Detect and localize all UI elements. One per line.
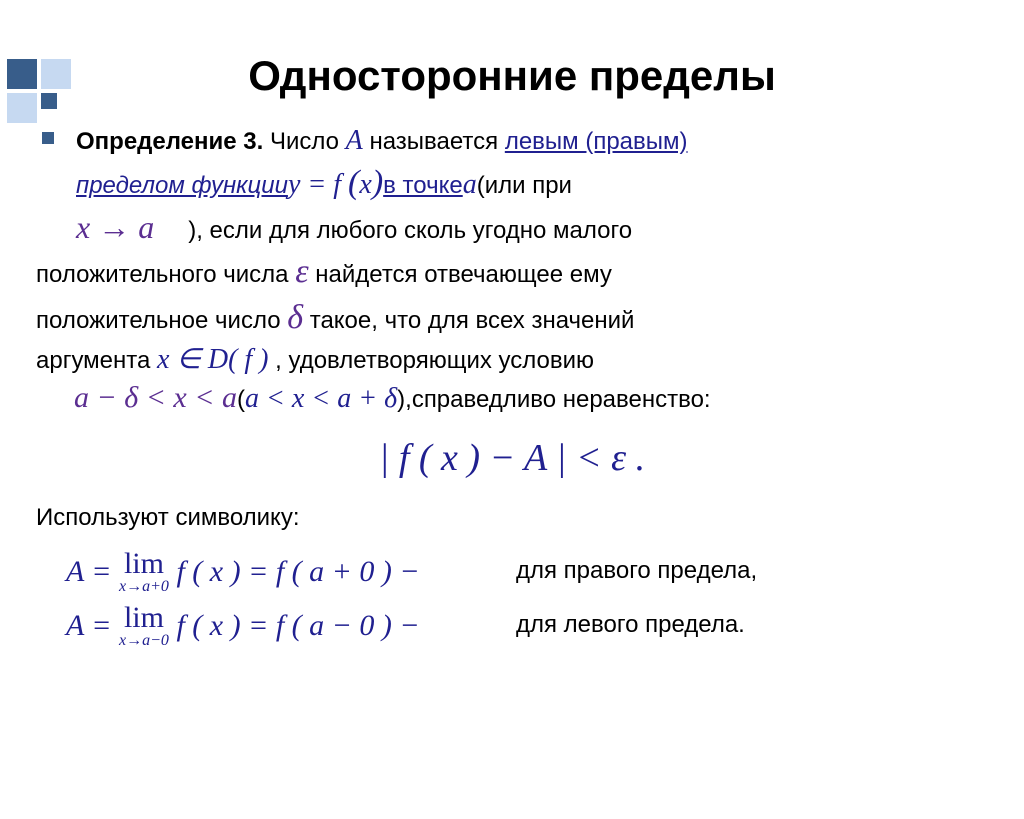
line6b: , удовлетворяющих условию — [269, 347, 595, 374]
def-line-3: x → a ), если для любого сколь угодно ма… — [36, 206, 988, 249]
limit-of-function-underline: пределом функции — [76, 170, 288, 202]
main-inequality: | f ( x ) − A | < ε . — [36, 433, 988, 484]
ineq-phrase: справедливо неравенство: — [412, 384, 711, 416]
def-line-2: пределом функции y = f (x) в точке a (ил… — [36, 160, 988, 206]
bullet-icon — [42, 132, 54, 144]
r-sub: x→a+0 — [119, 579, 169, 595]
interval-paren-l: ( — [237, 384, 245, 416]
def-line-4: положительного числа ε найдется отвечающ… — [36, 249, 988, 295]
l-Aeq: A = — [66, 609, 112, 642]
or-at-text: (или при — [477, 170, 572, 202]
right-limit-expr: A = lim x→a+0 f ( x ) = f ( a + 0 ) − — [66, 549, 486, 595]
def-line-7: a − δ < x < a ( a < x < a + δ),справедли… — [36, 378, 988, 419]
expr-yfx: y = f (x) — [288, 160, 383, 206]
def-line-1: Определение 3. Число A называется левым … — [36, 122, 988, 160]
left-limit-caption: для левого предела. — [486, 603, 745, 641]
r-Aeq: A = — [66, 555, 112, 588]
r-fx: f ( x ) = f ( a + 0 ) − — [176, 555, 419, 588]
l-fx: f ( x ) = f ( a − 0 ) − — [176, 609, 419, 642]
def-text-1: Число — [263, 128, 345, 155]
slide-title: Односторонние пределы — [36, 52, 988, 100]
interval-left: a − δ < x < a — [74, 378, 237, 419]
interval-paren-r: ), — [397, 384, 412, 416]
line5a: положительное число — [36, 307, 287, 334]
corner-block-1 — [6, 58, 38, 90]
line4a: положительного числа — [36, 261, 295, 288]
def-text-3: ), если для любого сколь угодно малого — [188, 215, 632, 247]
slide-content: Односторонние пределы Определение 3. Чис… — [0, 52, 1024, 649]
l-lim-stack: lim x→a−0 — [119, 603, 169, 649]
def-line-6: аргумента x ∈ D( f ) , удовлетворяющих у… — [36, 341, 988, 379]
yfx-lp: ( — [348, 164, 359, 201]
left-limit-expr: A = lim x→a−0 f ( x ) = f ( a − 0 ) − — [66, 603, 486, 649]
right-limit-row: A = lim x→a+0 f ( x ) = f ( a + 0 ) − дл… — [66, 549, 988, 595]
definition-paragraph: Определение 3. Число A называется левым … — [36, 122, 988, 419]
symbolics-intro: Используют символику: — [36, 502, 988, 534]
interval-right: a < x < a + δ — [245, 380, 397, 418]
var-a: a — [463, 166, 477, 204]
corner-block-2 — [40, 58, 72, 90]
l-lim: lim — [124, 601, 164, 634]
right-limit-caption: для правого предела, — [486, 549, 757, 587]
delta: δ — [287, 299, 303, 336]
corner-block-4 — [40, 92, 58, 110]
r-lim: lim — [124, 547, 164, 580]
line6a: аргумента — [36, 347, 157, 374]
def-text-2: называется — [363, 128, 505, 155]
l-sub: x→a−0 — [119, 633, 169, 649]
definition-label: Определение 3. — [76, 128, 263, 155]
expr-x-to-a: x → a — [76, 206, 154, 249]
left-limit-row: A = lim x→a−0 f ( x ) = f ( a − 0 ) − дл… — [66, 603, 988, 649]
expr-xinDf: x ∈ D( f ) — [157, 344, 268, 375]
epsilon: ε — [295, 253, 308, 290]
left-right-underline: левым (правым) — [505, 128, 688, 155]
r-lim-stack: lim x→a+0 — [119, 549, 169, 595]
yfx-x: x — [359, 169, 371, 200]
definition-body: Определение 3. Число A называется левым … — [36, 122, 988, 649]
yfx-rp: ) — [372, 164, 383, 201]
def-line-5: положительное число δ такое, что для все… — [36, 295, 988, 341]
at-point-underline: в точке — [383, 170, 463, 202]
corner-block-3 — [6, 92, 38, 124]
yfx-pre: y = f — [288, 169, 348, 200]
line5b: такое, что для всех значений — [303, 307, 634, 334]
line4b: найдется отвечающее ему — [309, 261, 612, 288]
var-A: A — [346, 125, 363, 156]
